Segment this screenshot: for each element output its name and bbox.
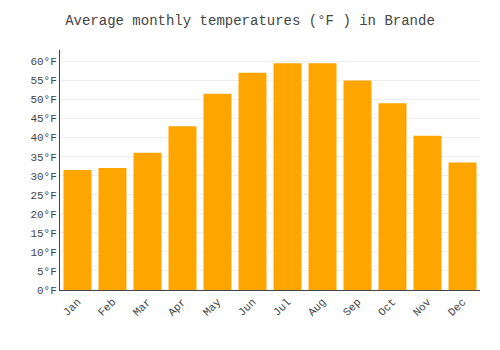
svg-text:Apr: Apr bbox=[166, 296, 188, 318]
svg-text:0°F: 0°F bbox=[37, 285, 57, 297]
svg-text:60°F: 60°F bbox=[30, 56, 56, 68]
svg-text:Average monthly temperatures (: Average monthly temperatures (°F ) in Br… bbox=[65, 13, 435, 29]
svg-text:Nov: Nov bbox=[411, 296, 434, 319]
svg-text:Jul: Jul bbox=[271, 296, 293, 318]
svg-text:25°F: 25°F bbox=[30, 190, 56, 202]
svg-text:30°F: 30°F bbox=[30, 171, 56, 183]
svg-text:20°F: 20°F bbox=[30, 209, 56, 221]
svg-text:Aug: Aug bbox=[306, 296, 328, 318]
svg-text:Feb: Feb bbox=[96, 296, 118, 318]
svg-text:May: May bbox=[201, 296, 224, 319]
svg-text:Dec: Dec bbox=[446, 296, 468, 318]
svg-text:5°F: 5°F bbox=[37, 266, 57, 278]
svg-text:10°F: 10°F bbox=[30, 247, 56, 259]
svg-text:15°F: 15°F bbox=[30, 228, 56, 240]
svg-text:50°F: 50°F bbox=[30, 94, 56, 106]
svg-text:Jan: Jan bbox=[61, 296, 83, 318]
svg-text:55°F: 55°F bbox=[30, 75, 56, 87]
svg-text:45°F: 45°F bbox=[30, 113, 56, 125]
svg-text:Oct: Oct bbox=[376, 296, 398, 318]
svg-text:Sep: Sep bbox=[341, 296, 363, 318]
svg-text:Mar: Mar bbox=[131, 296, 153, 318]
svg-text:Jun: Jun bbox=[236, 296, 258, 318]
svg-text:35°F: 35°F bbox=[30, 152, 56, 164]
svg-text:40°F: 40°F bbox=[30, 132, 56, 144]
